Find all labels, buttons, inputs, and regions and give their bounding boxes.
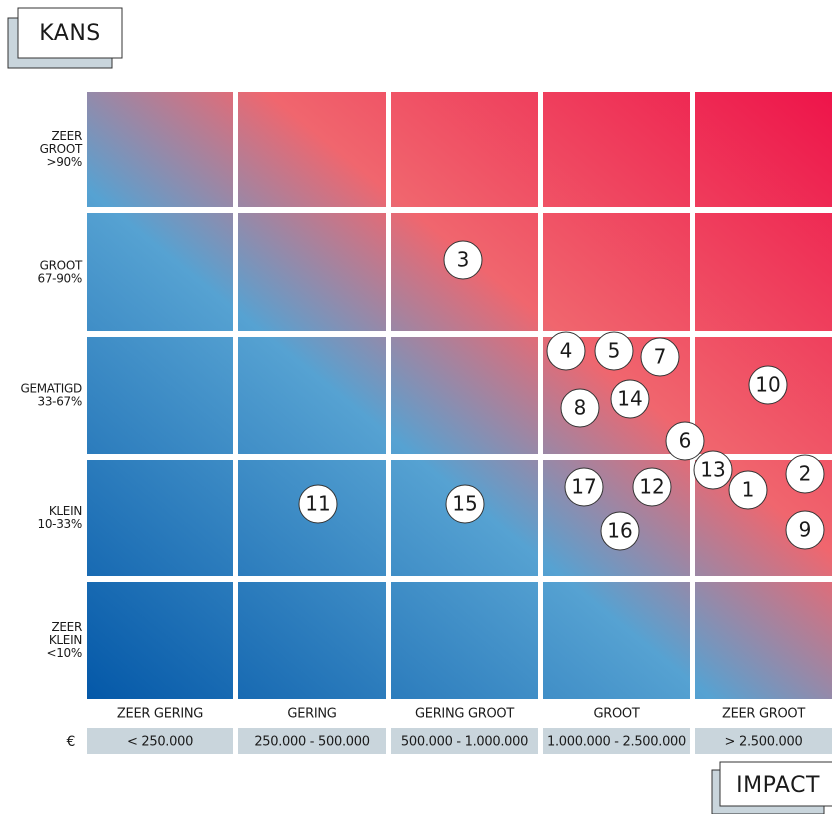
- risk-marker: [610, 379, 650, 419]
- risk-number: 3: [457, 248, 470, 272]
- risk-marker: [632, 467, 672, 507]
- risk-number: 5: [608, 339, 621, 363]
- gap: [386, 92, 391, 699]
- risk-marker: [560, 388, 600, 428]
- gap: [87, 207, 832, 213]
- risk-number: 10: [755, 373, 780, 397]
- range-box: [391, 728, 538, 754]
- row-label: <10%: [46, 646, 82, 660]
- y-axis-title: KANS: [39, 21, 101, 46]
- risk-marker: [785, 454, 825, 494]
- row-label: 33-67%: [38, 395, 82, 409]
- range-box: [87, 728, 233, 754]
- row-label: 67-90%: [38, 272, 82, 286]
- risk-number: 14: [617, 387, 642, 411]
- risk-marker: [728, 470, 768, 510]
- risk-marker: [665, 421, 705, 461]
- risk-number: 13: [700, 458, 725, 482]
- risk-marker: [443, 240, 483, 280]
- risk-number: 6: [679, 429, 692, 453]
- matrix-background: [87, 92, 832, 699]
- risk-marker: [785, 510, 825, 550]
- risk-number: 8: [574, 396, 587, 420]
- gap: [690, 92, 695, 699]
- title-box: [17, 7, 123, 59]
- risk-number: 2: [799, 462, 812, 486]
- column-range: 1.000.000 - 2.500.000: [547, 735, 686, 750]
- risk-number: 16: [607, 519, 632, 543]
- risk-number: 9: [799, 518, 812, 542]
- column-label: GROOT: [593, 707, 639, 722]
- column-range: 500.000 - 1.000.000: [401, 735, 528, 750]
- row-label: >90%: [46, 155, 82, 169]
- risk-marker: [600, 511, 640, 551]
- risk-number: 4: [560, 339, 573, 363]
- row-label: GROOT: [40, 259, 83, 273]
- risk-marker: [640, 337, 680, 377]
- risk-marker: [546, 331, 586, 371]
- risk-number: 1: [742, 478, 755, 502]
- risk-number: 17: [571, 475, 596, 499]
- column-label: GERING GROOT: [415, 707, 514, 722]
- column-label: GERING: [287, 707, 336, 722]
- risk-number: 11: [305, 492, 330, 516]
- risk-marker: [594, 331, 634, 371]
- risk-marker: [564, 467, 604, 507]
- gap: [233, 92, 238, 699]
- row-label: GROOT: [40, 142, 83, 156]
- gap: [538, 92, 543, 699]
- row-label: ZEER: [51, 129, 82, 143]
- column-range: > 2.500.000: [725, 735, 803, 750]
- row-label: GEMATIGD: [20, 382, 82, 396]
- row-label: ZEER: [51, 620, 82, 634]
- gap: [87, 576, 832, 582]
- risk-marker: [693, 450, 733, 490]
- column-label: ZEER GROOT: [722, 707, 805, 722]
- risk-marker: [748, 365, 788, 405]
- row-label: 10-33%: [38, 517, 82, 531]
- title-box: [719, 761, 832, 807]
- x-axis-title: IMPACT: [736, 773, 820, 798]
- range-box: [238, 728, 386, 754]
- range-box: [543, 728, 690, 754]
- column-label: ZEER GERING: [117, 707, 203, 722]
- gap: [87, 331, 832, 337]
- risk-marker: [298, 484, 338, 524]
- risk-number: 15: [452, 492, 477, 516]
- currency: €: [67, 734, 76, 750]
- risk-number: 12: [639, 475, 664, 499]
- grid-gaps: [87, 92, 832, 699]
- gap: [87, 454, 832, 460]
- row-label: KLEIN: [49, 504, 82, 518]
- risk-marker: [445, 484, 485, 524]
- range-box: [695, 728, 832, 754]
- risk-number: 7: [654, 345, 667, 369]
- column-range: 250.000 - 500.000: [254, 735, 369, 750]
- row-label: KLEIN: [49, 633, 82, 647]
- column-range: < 250.000: [127, 735, 193, 750]
